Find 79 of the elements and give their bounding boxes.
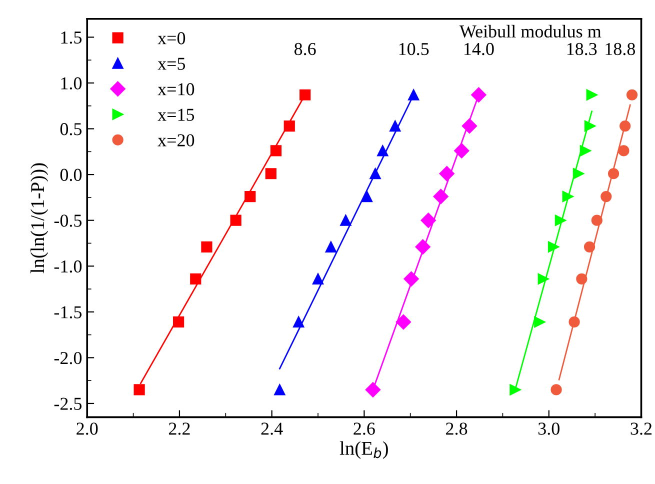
y-tick-label: -1.0 [54,260,82,273]
legend-label: x=10 [158,83,194,96]
annotation: 8.6 [294,42,316,56]
legend-label: x=0 [158,32,186,44]
point [420,212,436,228]
point [462,118,478,134]
point [134,384,145,396]
point [576,273,588,284]
y-tick-label: 0.0 [60,168,82,182]
x-tick-label: 2.6 [354,422,375,435]
legend-label: x=15 [158,108,194,121]
point [534,316,546,328]
point [325,241,336,252]
x-tick-label: 2.4 [261,422,283,435]
point [365,382,381,398]
point [270,145,282,156]
point [548,241,560,252]
point [408,89,420,100]
point [361,190,373,202]
annotation: 14.0 [464,42,494,56]
point [618,145,630,156]
x-tick-label: 2.0 [76,422,98,435]
point [620,120,631,132]
y-axis-title: ln(ln(1/(1-P))) [30,163,48,274]
point [550,384,562,396]
x-tick-label: 3.0 [538,422,560,435]
y-tick-label: 1.0 [61,77,82,90]
point [390,120,401,132]
point [293,316,304,328]
point [454,143,470,158]
point [340,214,352,226]
point [433,188,448,204]
x-tick-label: 2.8 [446,422,468,435]
point [396,314,411,330]
point [300,89,311,100]
point [377,145,388,156]
point [554,214,566,226]
annotation: 18.8 [606,42,636,56]
point [284,120,295,132]
point [230,214,242,226]
point [584,120,596,132]
point [190,273,202,284]
point [600,190,612,202]
legend-label: x=5 [158,58,186,70]
point [439,166,454,182]
x-axis-title: ln(E$_{b}$) [340,441,388,459]
point [608,168,620,180]
point [244,190,256,202]
y-tick-label: 0.5 [60,123,82,136]
legend-label: x=20 [158,134,194,146]
x-tick-label: 3.2 [630,422,652,435]
point [591,214,602,226]
point [265,168,276,180]
point [562,190,574,202]
point [572,168,584,180]
point [415,239,430,254]
point [312,273,324,284]
y-tick-label: -1.5 [54,306,82,318]
point [510,384,521,396]
point [404,271,419,287]
legend-title: Weibull modulus m [459,24,602,38]
point [584,241,596,252]
y-tick-label: -2.0 [54,352,82,364]
point [201,241,212,252]
point [274,384,286,396]
y-tick-label: -0.5 [54,214,82,227]
point [568,316,580,328]
point [626,89,638,100]
annotation: 18.3 [567,42,597,56]
point [538,273,549,284]
point [471,87,486,102]
point [370,168,381,180]
y-tick-label: 1.5 [61,32,82,44]
point [586,89,598,100]
annotation: 10.5 [399,42,429,56]
y-tick-label: -2.5 [54,398,82,410]
x-tick-label: 2.2 [168,422,190,435]
point [580,145,591,156]
point [172,316,184,328]
